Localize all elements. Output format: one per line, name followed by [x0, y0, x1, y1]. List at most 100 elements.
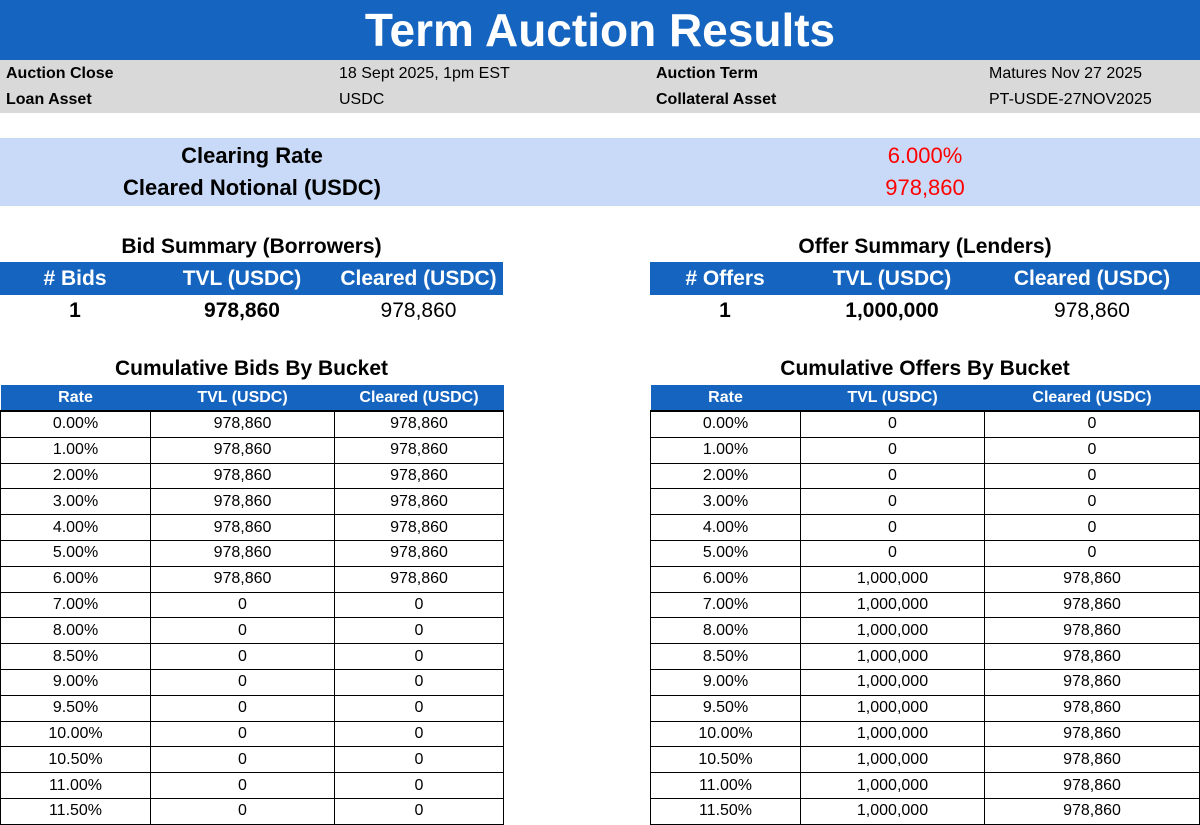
- table-row: 3.00% 0 0: [650, 488, 1200, 516]
- tvl-cell: 978,860: [150, 514, 335, 541]
- tvl-cell: 1,000,000: [800, 694, 985, 722]
- bid-cleared: 978,860: [380, 299, 457, 322]
- cleared-cell: 978,860: [984, 746, 1200, 774]
- table-row: 4.00% 0 0: [650, 514, 1200, 541]
- tvl-cell: 0: [150, 591, 335, 619]
- tvl-cell: 978,860: [150, 488, 335, 516]
- column-header: TVL (USDC): [150, 385, 335, 412]
- column-header: TVL (USDC): [800, 385, 985, 412]
- rate-cell: 8.50%: [0, 643, 151, 670]
- cleared-cell: 0: [984, 462, 1200, 490]
- table-row: 9.00% 0 0: [0, 668, 504, 696]
- rate-cell: 7.00%: [650, 591, 801, 619]
- table-row: 1.00% 0 0: [650, 436, 1200, 464]
- auction-term-label: Auction Term: [656, 65, 758, 82]
- table-row: 9.50% 1,000,000 978,860: [650, 694, 1200, 722]
- column-header: # Offers: [650, 262, 800, 295]
- column-header: Rate: [650, 385, 801, 412]
- bid-summary-title: Bid Summary (Borrowers): [121, 235, 382, 258]
- tvl-cell: 1,000,000: [800, 797, 985, 825]
- tvl-cell: 0: [150, 772, 335, 799]
- rate-cell: 10.00%: [0, 720, 151, 748]
- rate-cell: 8.00%: [0, 617, 151, 645]
- cleared-cell: 978,860: [984, 591, 1200, 619]
- bid-count: 1: [69, 299, 81, 322]
- tvl-cell: 1,000,000: [800, 643, 985, 670]
- table-row: 0.00% 978,860 978,860: [0, 410, 504, 438]
- rate-cell: 3.00%: [650, 488, 801, 516]
- cleared-cell: 0: [984, 436, 1200, 464]
- cleared-cell: 978,860: [984, 668, 1200, 696]
- rate-cell: 5.00%: [650, 539, 801, 567]
- cleared-cell: 978,860: [334, 462, 504, 490]
- tvl-cell: 978,860: [150, 539, 335, 567]
- cleared-cell: 978,860: [334, 436, 504, 464]
- table-row: 11.50% 0 0: [0, 797, 504, 825]
- table-row: 0.00% 0 0: [650, 410, 1200, 438]
- cleared-cell: 0: [334, 668, 504, 696]
- rate-cell: 10.50%: [0, 746, 151, 774]
- tvl-cell: 1,000,000: [800, 668, 985, 696]
- offer-cleared: 978,860: [1054, 299, 1130, 322]
- cleared-cell: 978,860: [334, 539, 504, 567]
- table-row: 11.50% 1,000,000 978,860: [650, 797, 1200, 825]
- rate-cell: 4.00%: [650, 514, 801, 541]
- table-row: 5.00% 0 0: [650, 539, 1200, 567]
- column-header: Rate: [0, 385, 151, 412]
- cleared-cell: 0: [334, 617, 504, 645]
- table-row: 2.00% 0 0: [650, 462, 1200, 490]
- cumulative-bids-title: Cumulative Bids By Bucket: [114, 357, 389, 380]
- table-row: 8.50% 0 0: [0, 643, 504, 670]
- collateral-asset-label: Collateral Asset: [656, 91, 777, 108]
- cleared-cell: 0: [334, 797, 504, 825]
- column-header: TVL (USDC): [800, 262, 984, 295]
- rate-cell: 0.00%: [650, 410, 801, 438]
- table-row: 10.00% 0 0: [0, 720, 504, 748]
- tvl-cell: 1,000,000: [800, 617, 985, 645]
- auction-meta: Auction Close 18 Sept 2025, 1pm EST Auct…: [0, 60, 1200, 113]
- offer-count: 1: [719, 299, 731, 322]
- tvl-cell: 1,000,000: [800, 565, 985, 593]
- rate-cell: 0.00%: [0, 410, 151, 438]
- clearing-results: Clearing Rate 6.000% Cleared Notional (U…: [0, 138, 1200, 206]
- column-header: TVL (USDC): [150, 262, 334, 295]
- table-row: 11.00% 1,000,000 978,860: [650, 772, 1200, 799]
- tvl-cell: 978,860: [150, 565, 335, 593]
- auction-close-label: Auction Close: [6, 65, 114, 82]
- column-header: # Bids: [0, 262, 150, 295]
- rate-cell: 6.00%: [650, 565, 801, 593]
- bid-summary-table: # Bids TVL (USDC) Cleared (USDC) 1 978,8…: [0, 262, 503, 327]
- tvl-cell: 0: [800, 410, 985, 438]
- collateral-asset-value: PT-USDE-27NOV2025: [989, 91, 1152, 108]
- cleared-cell: 0: [984, 410, 1200, 438]
- tvl-cell: 0: [150, 746, 335, 774]
- cleared-cell: 978,860: [984, 565, 1200, 593]
- cleared-cell: 0: [334, 746, 504, 774]
- cleared-cell: 0: [334, 694, 504, 722]
- rate-cell: 8.00%: [650, 617, 801, 645]
- column-header: Cleared (USDC): [984, 262, 1200, 295]
- cleared-cell: 0: [334, 643, 504, 670]
- rate-cell: 9.00%: [650, 668, 801, 696]
- rate-cell: 8.50%: [650, 643, 801, 670]
- offer-summary-table: # Offers TVL (USDC) Cleared (USDC) 1 1,0…: [650, 262, 1200, 327]
- tvl-cell: 978,860: [150, 462, 335, 490]
- table-row: 9.50% 0 0: [0, 694, 504, 722]
- cleared-cell: 0: [334, 720, 504, 748]
- cumulative-bids-table: Rate TVL (USDC) Cleared (USDC) 0.00% 978,…: [0, 385, 504, 825]
- rate-cell: 3.00%: [0, 488, 151, 516]
- column-header: Cleared (USDC): [334, 262, 503, 295]
- column-header: Cleared (USDC): [984, 385, 1200, 412]
- cleared-notional-label: Cleared Notional (USDC): [123, 175, 381, 200]
- rate-cell: 11.00%: [0, 772, 151, 799]
- auction-term-value: Matures Nov 27 2025: [989, 65, 1142, 82]
- tvl-cell: 0: [800, 488, 985, 516]
- offer-tvl: 1,000,000: [845, 299, 939, 322]
- tvl-cell: 0: [150, 617, 335, 645]
- cleared-cell: 0: [334, 591, 504, 619]
- cumulative-offers-title: Cumulative Offers By Bucket: [780, 357, 1070, 380]
- cleared-cell: 978,860: [334, 565, 504, 593]
- cleared-cell: 978,860: [334, 488, 504, 516]
- table-row: 6.00% 1,000,000 978,860: [650, 565, 1200, 593]
- rate-cell: 7.00%: [0, 591, 151, 619]
